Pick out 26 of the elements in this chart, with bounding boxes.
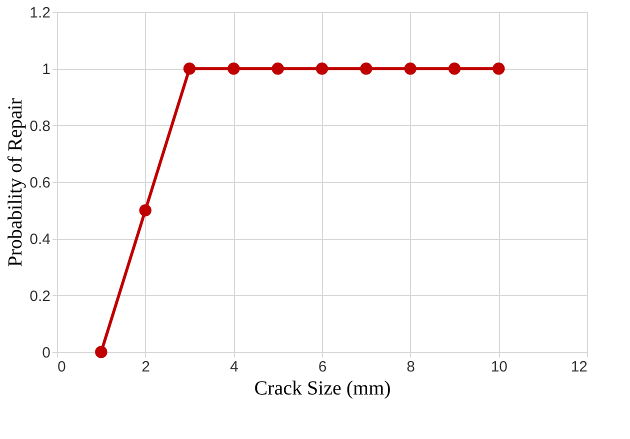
y-tick-label: 1 bbox=[42, 61, 50, 78]
x-axis-title: Crack Size (mm) bbox=[254, 378, 391, 400]
x-tick-label: 2 bbox=[142, 358, 150, 376]
y-tick-label: 0.2 bbox=[30, 288, 50, 305]
point bbox=[183, 62, 196, 75]
x-tick-label: 0 bbox=[58, 358, 66, 376]
point bbox=[139, 204, 152, 216]
y-tick-label: 1.2 bbox=[30, 4, 50, 22]
y-tick-label: 0.4 bbox=[30, 231, 50, 248]
x-tick-label: 6 bbox=[318, 358, 327, 376]
x-tick-label: 12 bbox=[570, 358, 588, 376]
point bbox=[316, 62, 328, 75]
point bbox=[492, 62, 505, 75]
y-tick-label: 0.8 bbox=[30, 118, 50, 135]
y-tick-label: 0 bbox=[42, 344, 50, 362]
point bbox=[272, 62, 284, 75]
y-tick-label: 0.6 bbox=[30, 174, 50, 192]
point bbox=[95, 346, 108, 358]
point bbox=[404, 62, 416, 75]
point bbox=[360, 62, 372, 75]
point bbox=[228, 62, 240, 75]
x-tick-label: 10 bbox=[490, 358, 508, 376]
x-tick-label: 4 bbox=[230, 358, 238, 376]
y-axis-title: Probability of Repair bbox=[4, 98, 27, 267]
point bbox=[448, 62, 461, 75]
x-tick-label: 8 bbox=[406, 358, 416, 376]
